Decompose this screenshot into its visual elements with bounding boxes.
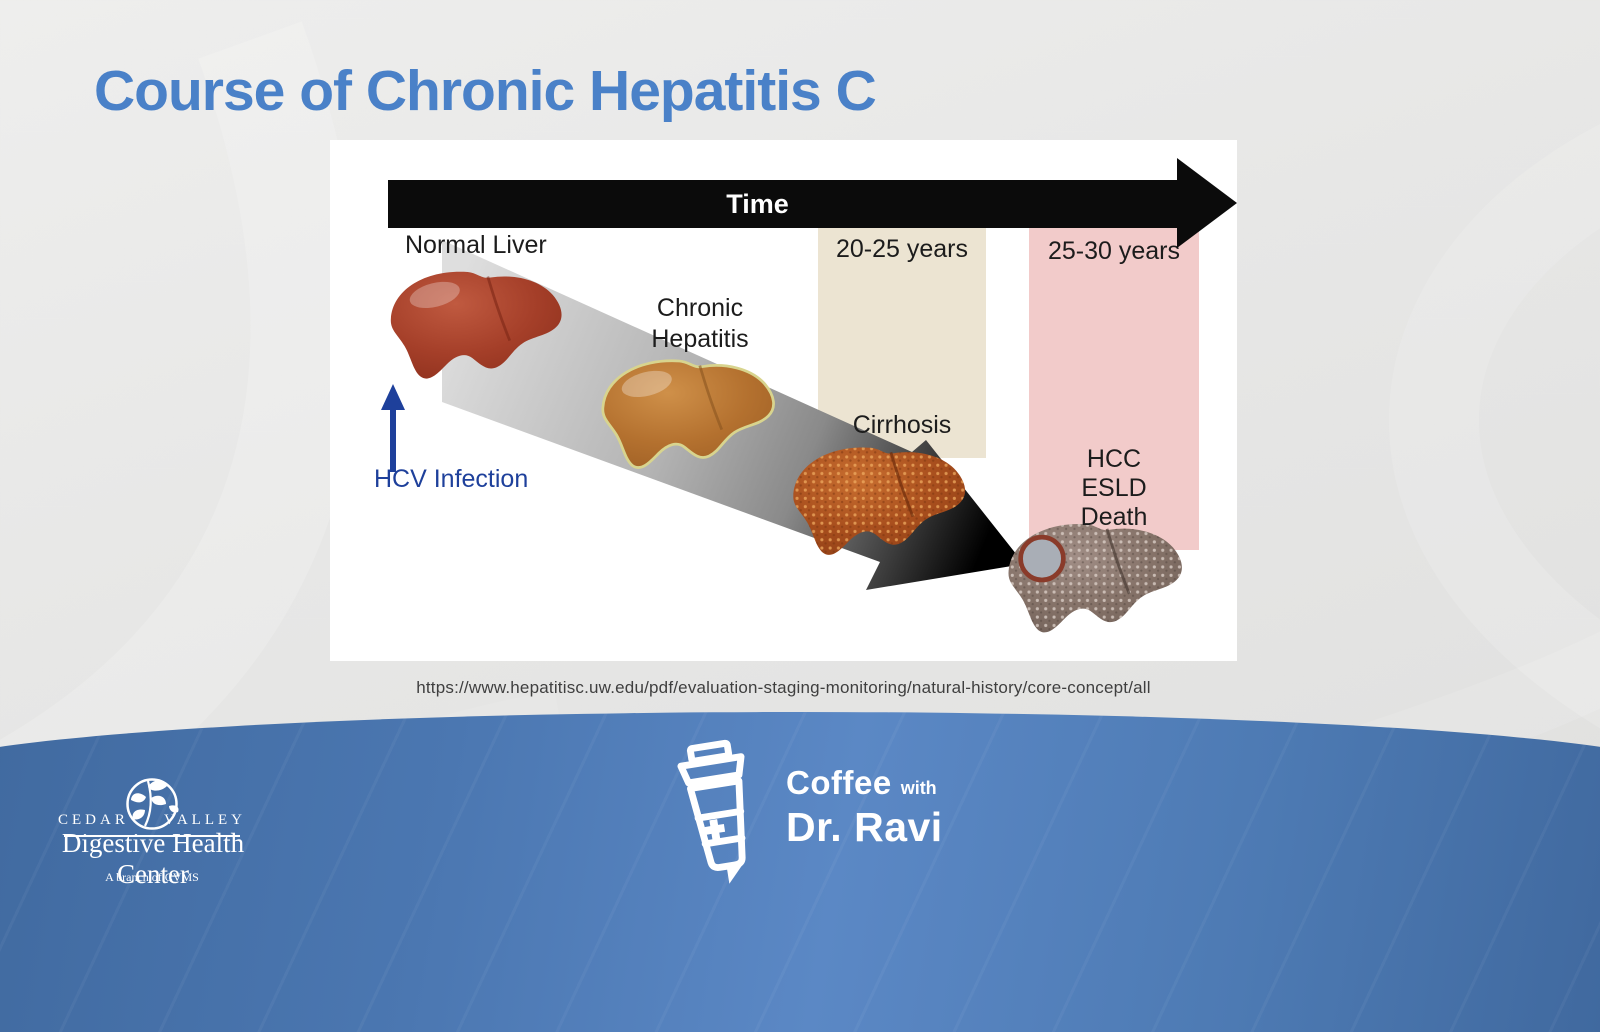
diagram-panel: 20-25 years 25-30 years Time bbox=[330, 140, 1237, 661]
coffee-cup-icon bbox=[677, 739, 746, 884]
time-label: Time bbox=[726, 188, 789, 219]
slide: Course of Chronic Hepatitis C 20-25 year… bbox=[0, 59, 1600, 1032]
cedar-valley-emblem-icon bbox=[126, 778, 179, 830]
hcv-arrow-icon bbox=[381, 384, 405, 472]
hcc-tumor bbox=[1018, 534, 1066, 583]
time-arrow-head bbox=[1177, 158, 1237, 248]
source-url: https://www.hepatitisc.uw.edu/pdf/evalua… bbox=[416, 678, 1151, 697]
cedar-word-right: VALLEY bbox=[163, 812, 246, 828]
coffee-brand-word2: with bbox=[900, 778, 937, 798]
coffee-with-dr-ravi-logo: Coffee with Dr. Ravi bbox=[664, 738, 943, 886]
digestive-health-center-name: Digestive Health Center bbox=[61, 828, 245, 889]
hcv-infection-label: HCV Infection bbox=[374, 465, 529, 493]
outcome-label-esld: ESLD bbox=[1081, 474, 1147, 502]
stage-column-outcome: 25-30 years bbox=[1029, 228, 1199, 550]
chronic-label-line2: Hepatitis bbox=[651, 325, 749, 353]
coffee-brand-word1: Coffee bbox=[786, 764, 892, 801]
cedar-logo-underline bbox=[64, 835, 240, 837]
duration-label-outcome: 25-30 years bbox=[1047, 237, 1181, 265]
stage-column-cirrhosis: 20-25 years bbox=[818, 226, 986, 458]
outcome-label-death: Death bbox=[1080, 503, 1148, 531]
duration-label-cirrhosis: 20-25 years bbox=[835, 235, 969, 263]
cedar-tagline: A branch of CVMS bbox=[105, 870, 199, 884]
cirrhosis-liver-illustration bbox=[793, 447, 966, 555]
chronic-hepatitis-liver-illustration bbox=[601, 359, 775, 469]
outcome-label-hcc: HCC bbox=[1086, 445, 1142, 473]
page-title: Course of Chronic Hepatitis C bbox=[94, 59, 877, 123]
normal-liver-illustration bbox=[390, 271, 562, 379]
hcc-liver-illustration bbox=[1008, 523, 1182, 633]
coffee-brand-word3: Dr. Ravi bbox=[786, 804, 943, 850]
chronic-label-line1: Chronic bbox=[656, 294, 744, 322]
cedar-word-left: CEDAR bbox=[58, 812, 129, 828]
chronic-hepatitis-label: Chronic Hepatitis bbox=[620, 293, 780, 355]
outcome-label: HCC ESLD Death bbox=[1029, 445, 1199, 532]
normal-liver-label: Normal Liver bbox=[405, 231, 547, 259]
cirrhosis-label: Cirrhosis bbox=[852, 411, 952, 439]
time-arrow: Time bbox=[388, 180, 1177, 228]
